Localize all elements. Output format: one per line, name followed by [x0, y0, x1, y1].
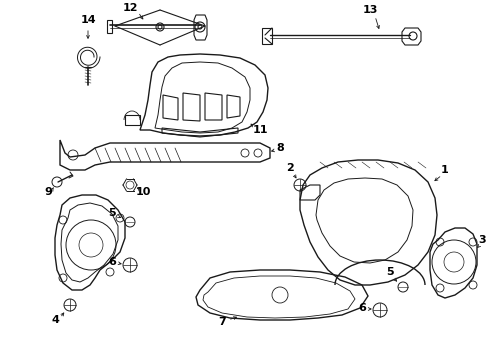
Text: 5: 5 — [386, 267, 393, 277]
Text: 14: 14 — [80, 15, 96, 25]
Text: 9: 9 — [44, 187, 52, 197]
Text: 2: 2 — [285, 163, 293, 173]
Text: 13: 13 — [362, 5, 377, 15]
Text: 6: 6 — [357, 303, 365, 313]
Text: 4: 4 — [51, 315, 59, 325]
Text: 7: 7 — [218, 317, 225, 327]
Text: 1: 1 — [440, 165, 448, 175]
Text: 6: 6 — [108, 257, 116, 267]
Text: 5: 5 — [108, 208, 116, 218]
Text: 8: 8 — [276, 143, 284, 153]
Text: 3: 3 — [477, 235, 485, 245]
Text: 10: 10 — [135, 187, 150, 197]
Text: 11: 11 — [252, 125, 267, 135]
Text: 12: 12 — [122, 3, 138, 13]
